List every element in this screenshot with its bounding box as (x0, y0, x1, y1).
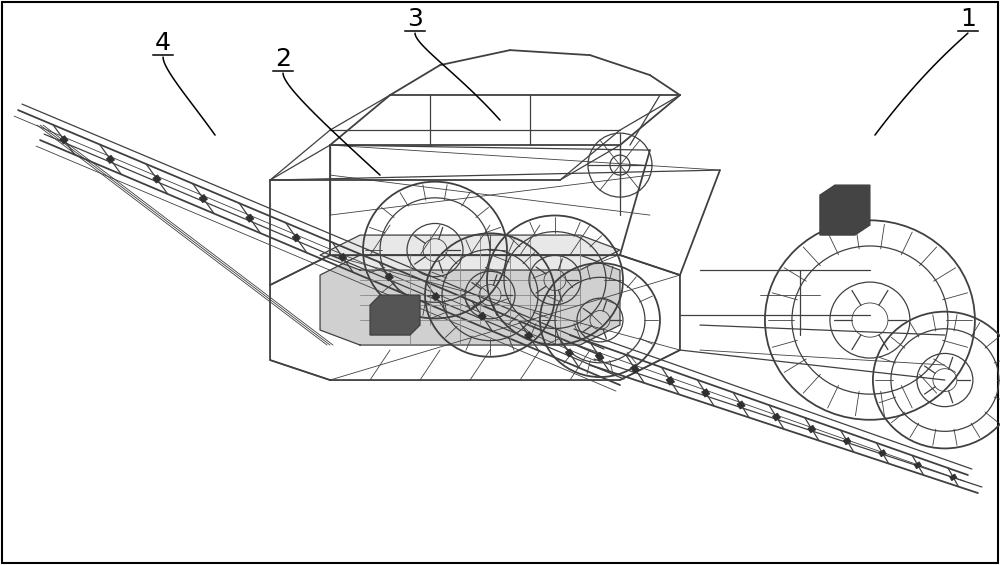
Polygon shape (246, 214, 254, 222)
Polygon shape (737, 401, 745, 409)
Polygon shape (370, 295, 420, 335)
Polygon shape (339, 253, 347, 262)
Polygon shape (106, 155, 115, 163)
Text: 4: 4 (155, 31, 171, 55)
Polygon shape (292, 234, 300, 242)
Polygon shape (320, 235, 620, 270)
Text: 2: 2 (275, 47, 291, 71)
Polygon shape (525, 332, 533, 340)
Polygon shape (60, 136, 68, 144)
Polygon shape (808, 425, 816, 433)
Polygon shape (702, 389, 710, 397)
Polygon shape (666, 376, 675, 385)
Text: 1: 1 (960, 7, 976, 31)
Polygon shape (879, 450, 886, 457)
Polygon shape (385, 273, 393, 281)
Polygon shape (153, 175, 161, 183)
Polygon shape (843, 437, 851, 445)
Polygon shape (950, 474, 957, 481)
Polygon shape (478, 312, 486, 320)
Polygon shape (595, 352, 604, 362)
Polygon shape (565, 349, 573, 357)
Polygon shape (199, 194, 208, 203)
Polygon shape (432, 293, 440, 301)
Polygon shape (820, 185, 870, 235)
Polygon shape (772, 413, 780, 421)
Polygon shape (631, 364, 639, 373)
Polygon shape (914, 462, 922, 469)
Polygon shape (320, 255, 620, 345)
Text: 3: 3 (407, 7, 423, 31)
